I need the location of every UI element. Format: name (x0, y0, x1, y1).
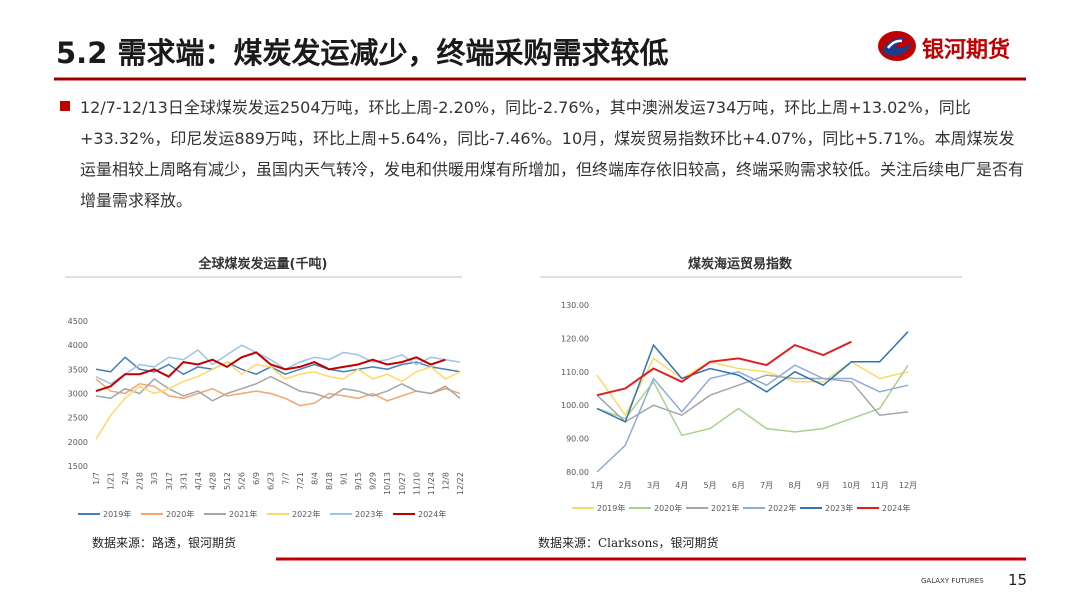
bullet-text: 12/7-12/13日全球煤炭发运2504万吨，环比上周-2.20%，同比-2.… (80, 98, 1025, 210)
y-tick-label: 100.00 (561, 401, 589, 410)
x-tick-label: 9/15 (354, 472, 363, 490)
x-tick-label: 7/7 (281, 472, 290, 485)
legend-label: 2022年 (292, 509, 320, 519)
source-note: 数据来源：路透，银河期货 (92, 536, 237, 550)
title-rule (54, 77, 1026, 81)
y-tick-label: 2000 (68, 438, 88, 447)
x-tick-label: 11/24 (427, 472, 436, 495)
x-tick-label: 2/18 (136, 472, 145, 490)
y-tick-label: 80.00 (566, 468, 589, 477)
x-tick-label: 9/1 (340, 472, 349, 485)
legend-label: 2021年 (711, 503, 739, 513)
x-tick-label: 10/13 (383, 472, 392, 495)
x-tick-label: 12/8 (441, 472, 450, 490)
x-tick-label: 12月 (899, 481, 917, 490)
x-tick-label: 8月 (788, 481, 801, 490)
legend-label: 2022年 (768, 503, 796, 513)
footer-brand: GALAXY FUTURES (921, 577, 984, 585)
y-tick-label: 4000 (68, 341, 88, 350)
source-note: 数据来源：Clarksons，银河期货 (538, 536, 719, 550)
x-tick-label: 6/23 (267, 472, 276, 490)
x-tick-label: 2月 (619, 481, 632, 490)
series-line (95, 361, 461, 440)
series-line (596, 331, 909, 423)
y-tick-label: 3500 (68, 365, 88, 374)
x-tick-label: 4/14 (194, 472, 203, 490)
x-tick-label: 8/18 (325, 472, 334, 490)
x-tick-label: 5/12 (223, 472, 232, 490)
logo-text: 银河期货 (922, 38, 1011, 63)
y-tick-label: 110.00 (561, 368, 589, 377)
x-tick-label: 9/29 (369, 472, 378, 490)
x-tick-label: 5月 (704, 481, 717, 490)
x-tick-label: 10/27 (398, 472, 407, 495)
x-tick-label: 3/31 (179, 472, 188, 490)
series-line (95, 344, 461, 385)
legend-label: 2023年 (825, 503, 853, 513)
legend-label: 2024年 (882, 503, 910, 513)
page-number: 15 (1008, 571, 1028, 589)
series-line (596, 357, 909, 417)
x-tick-label: 1/7 (92, 472, 101, 485)
legend-label: 2021年 (229, 509, 257, 519)
x-tick-label: 8/4 (310, 472, 319, 485)
series-line (95, 375, 461, 402)
x-tick-label: 5/26 (238, 472, 247, 490)
series-line (95, 351, 446, 393)
x-tick-label: 7月 (760, 481, 773, 490)
series-line (596, 340, 852, 397)
y-tick-label: 3000 (68, 390, 88, 399)
x-tick-label: 9月 (817, 481, 830, 490)
logo-icon (878, 31, 916, 61)
x-tick-label: 1月 (590, 481, 603, 490)
y-tick-label: 120.00 (561, 334, 589, 343)
slide-title: 5.2 需求端：煤炭发运减少，终端采购需求较低 (56, 36, 669, 70)
x-tick-label: 3/3 (150, 472, 159, 485)
legend-label: 2023年 (355, 509, 383, 519)
series-line (596, 364, 909, 473)
y-tick-label: 4500 (68, 317, 88, 326)
legend-label: 2020年 (166, 509, 194, 519)
x-tick-label: 2/4 (121, 472, 130, 485)
y-tick-label: 1500 (68, 462, 88, 471)
x-tick-label: 4/28 (208, 472, 217, 490)
legend-label: 2024年 (418, 509, 446, 519)
x-tick-label: 11月 (871, 481, 889, 490)
x-tick-label: 6/9 (252, 472, 261, 485)
legend-label: 2020年 (654, 503, 682, 513)
x-tick-label: 12/22 (456, 472, 465, 495)
x-tick-label: 11/10 (412, 472, 421, 495)
chart-title: 煤炭海运贸易指数 (688, 256, 793, 272)
bullet-marker (60, 101, 70, 111)
series-line (95, 378, 461, 407)
legend-label: 2019年 (597, 503, 625, 513)
x-tick-label: 10月 (842, 481, 860, 490)
x-tick-label: 7/21 (296, 472, 305, 490)
x-tick-label: 6月 (732, 481, 745, 490)
x-tick-label: 1/21 (107, 472, 116, 490)
x-tick-label: 4月 (675, 481, 688, 490)
chart-title: 全球煤炭发运量(千吨) (198, 256, 328, 272)
series-line (596, 374, 909, 423)
x-tick-label: 3/17 (165, 472, 174, 490)
y-tick-label: 90.00 (566, 435, 589, 444)
x-tick-label: 3月 (647, 481, 660, 490)
y-tick-label: 2500 (68, 414, 88, 423)
legend-label: 2019年 (103, 509, 131, 519)
y-tick-label: 130.00 (561, 301, 589, 310)
